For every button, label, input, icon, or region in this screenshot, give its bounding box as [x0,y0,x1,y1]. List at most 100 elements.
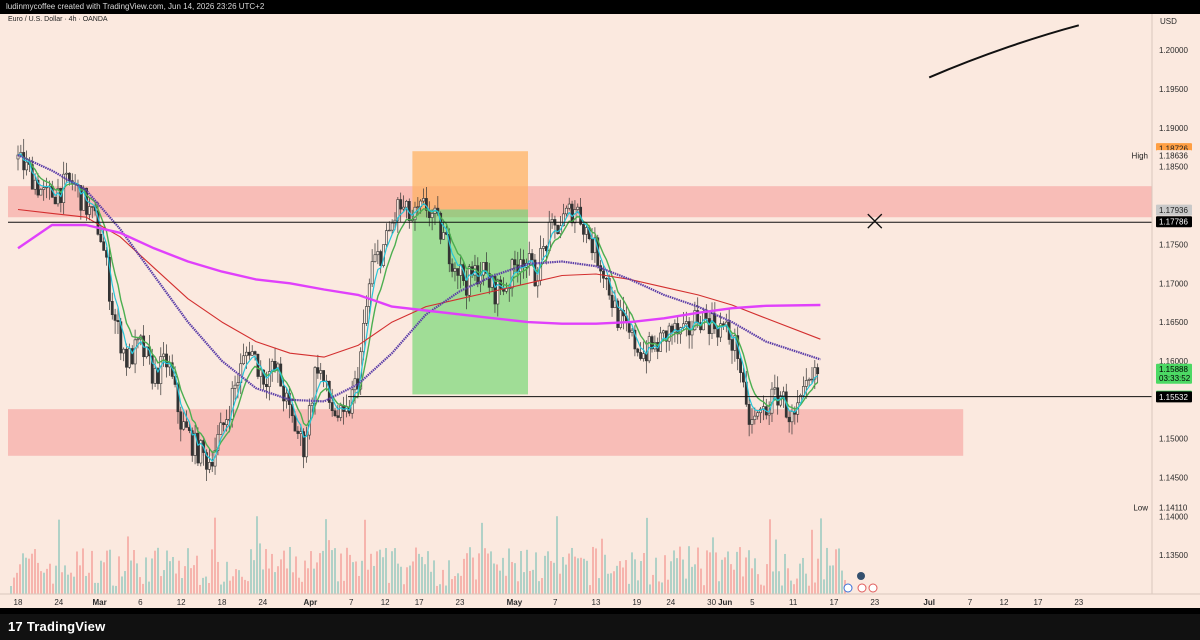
volume-bar [517,581,519,594]
volume-bar [79,565,81,594]
candle-body [610,294,614,308]
volume-bar [115,585,117,594]
volume-bar [85,575,87,594]
volume-bar [487,553,489,594]
volume-bar [820,518,822,594]
volume-bar [262,569,264,594]
date-tick-label: 19 [632,598,641,607]
candle-body [367,283,371,307]
stop-loss-area [412,151,528,210]
volume-bar [349,554,351,594]
volume-bar [187,548,189,594]
volume-bar [205,576,207,594]
volume-bar [220,584,222,594]
volume-bar [292,572,294,594]
date-tick-label: 12 [177,598,186,607]
volume-bar [589,585,591,594]
volume-bar [640,561,642,594]
volume-bar [52,583,54,594]
candle-body [456,268,460,276]
candle-body [273,361,277,370]
low-tag: 1.14110 Low [1133,501,1192,513]
volume-bar [742,576,744,594]
volume-bar [361,560,363,594]
candle-body [25,161,28,171]
volume-bar [226,561,228,594]
candle-body [230,388,234,420]
candle-body [245,351,248,357]
candle-body [733,335,737,351]
date-tick-label: 7 [349,598,354,607]
volume-bar [496,564,498,594]
candle-body [236,382,240,386]
candle-body [296,430,300,434]
volume-bar [535,552,537,594]
candle-body [707,318,711,334]
volume-bar [622,567,624,594]
volume-bar [577,558,579,594]
candle-body [450,263,454,272]
candle-body [393,219,397,224]
volume-bar [385,548,387,594]
candle-body [233,384,237,389]
volume-bar [643,552,645,594]
candle-body [530,253,534,261]
candle-body [570,203,574,224]
volume-bar [688,546,690,594]
candle-body [262,369,266,385]
volume-bar [175,573,177,594]
volume-bar [511,561,513,594]
ma200-line [17,208,821,358]
volume-bar [439,584,441,594]
volume-bar [661,582,663,594]
volume-bar [373,565,375,594]
candle-body [285,392,288,402]
volume-bar [391,551,393,594]
tradingview-brand[interactable]: 17 TradingView [8,619,105,634]
volume-bar [64,565,66,594]
volume-bar [793,584,795,594]
price-tick-label: 1.14500 [1159,474,1188,483]
date-tick-label: 13 [592,598,601,607]
volume-bar [835,549,837,594]
candle-body [199,440,203,464]
volume-bar [514,563,516,594]
support-zone [8,409,964,456]
price-tick-label: 1.18500 [1159,163,1188,172]
candle-body [79,185,83,211]
candle-body [122,348,126,354]
volume-bar [754,558,756,594]
volume-bar [748,550,750,594]
volume-bar [616,565,618,594]
volume-bar [241,576,243,594]
ma-long-line [17,223,821,325]
price-tick-label: 1.16500 [1159,318,1188,327]
volume-bar [160,576,162,594]
price-tick-label: 1.19500 [1159,85,1188,94]
price-tick-label: 1.14000 [1159,512,1188,521]
volume-bar [697,547,699,594]
volume-bar [760,584,762,594]
volume-bar [715,552,717,594]
candle-body [422,198,425,202]
price-chart[interactable]: USD 1.20000 1.19500 1.19000 1.18500 1.17500 1.… [0,0,1200,614]
candle-body [804,380,808,387]
volume-bar [55,565,57,594]
volume-bar [829,565,831,594]
volume-bar [61,572,63,594]
candle-body [533,259,537,287]
currency-label: USD [1160,17,1177,26]
candle-body [584,227,588,235]
volume-bar [526,549,528,594]
candle-body [690,329,694,336]
candle-body [719,323,722,338]
volume-bar [397,563,399,594]
candle-body [99,234,103,243]
volume-bar [181,578,183,594]
entry-tag: 1.17936 [1156,204,1192,216]
candle-body [242,355,246,365]
volume-bar [523,572,525,594]
candle-body [127,348,131,368]
volume-bar [667,579,669,594]
volume-bar [445,585,447,594]
